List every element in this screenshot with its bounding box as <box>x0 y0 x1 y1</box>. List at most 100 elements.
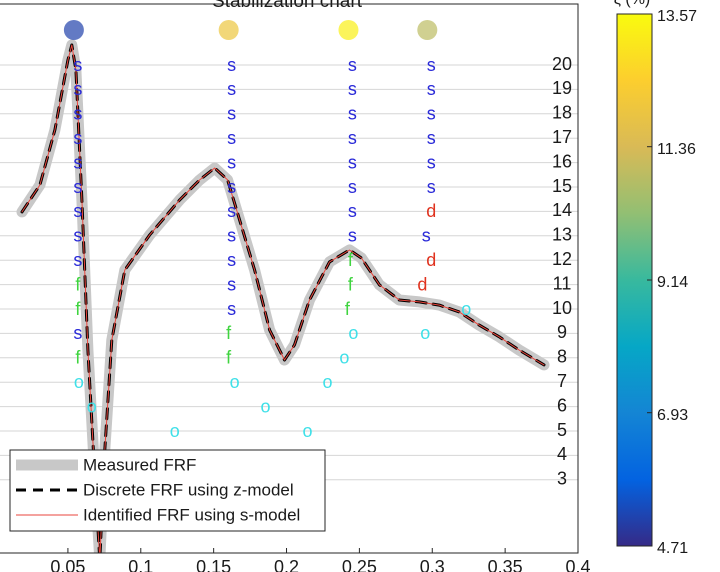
stability-marker: f <box>226 348 232 368</box>
stability-marker: s <box>73 79 82 99</box>
y-tick-label: 11 <box>553 273 572 293</box>
stability-marker: s <box>73 152 82 172</box>
pole-marker <box>338 20 359 40</box>
y-tick-label: 18 <box>552 103 572 123</box>
x-tick-label: 0.35 <box>488 557 523 572</box>
x-tick-label: 0.25 <box>342 557 377 572</box>
y-tick-label: 6 <box>557 395 567 415</box>
stability-marker: s <box>427 152 436 172</box>
stability-marker: s <box>227 177 236 197</box>
y-tick-label: 14 <box>552 200 572 220</box>
stability-marker: o <box>74 372 84 392</box>
y-tick-label: 16 <box>552 151 572 171</box>
y-tick-label: 3 <box>557 469 567 489</box>
legend-label: Measured FRF <box>83 455 196 474</box>
y-tick-label: 13 <box>552 225 572 245</box>
stability-marker: s <box>73 128 82 148</box>
stability-marker: s <box>73 201 82 221</box>
stability-marker: s <box>227 250 236 270</box>
y-tick-label: 4 <box>557 444 567 464</box>
x-tick-label: 0.1 <box>128 557 153 572</box>
stability-marker: s <box>348 226 357 246</box>
chart-title: Stabilization chart <box>212 0 363 12</box>
colorbar-tick-label: 9.14 <box>657 274 688 291</box>
stability-marker: s <box>422 226 431 246</box>
pole-marker <box>218 20 239 40</box>
stability-marker: s <box>227 79 236 99</box>
stability-marker: s <box>348 152 357 172</box>
x-tick-label: 0.4 <box>565 557 590 572</box>
stability-marker: s <box>227 55 236 75</box>
y-tick-label: 15 <box>552 176 572 196</box>
stability-marker: s <box>73 177 82 197</box>
stability-marker: s <box>227 128 236 148</box>
y-tick-label: 5 <box>557 420 567 440</box>
y-tick-label: 17 <box>552 127 572 147</box>
stability-marker: s <box>227 226 236 246</box>
stability-marker: f <box>226 323 232 343</box>
stability-marker: o <box>322 372 332 392</box>
stability-marker: s <box>348 201 357 221</box>
stability-marker: s <box>427 104 436 124</box>
stability-marker: s <box>73 55 82 75</box>
y-tick-label: 9 <box>557 322 567 342</box>
legend-label: Identified FRF using s-model <box>83 505 300 524</box>
colorbar <box>616 13 653 547</box>
stability-marker: d <box>426 201 436 221</box>
stability-marker: o <box>261 396 271 416</box>
colorbar-tick-label: 4.71 <box>657 540 688 557</box>
pole-marker <box>63 20 84 40</box>
stability-marker: s <box>73 104 82 124</box>
stability-marker: d <box>417 274 427 294</box>
stability-marker: s <box>73 250 82 270</box>
stability-marker: f <box>75 348 81 368</box>
stability-marker: s <box>427 79 436 99</box>
stability-marker: o <box>87 396 97 416</box>
stability-marker: s <box>427 177 436 197</box>
stability-marker: o <box>303 421 313 441</box>
stability-marker: s <box>73 226 82 246</box>
x-tick-label: 0.3 <box>420 557 445 572</box>
stability-marker: o <box>170 421 180 441</box>
pole-marker <box>417 20 438 40</box>
y-tick-label: 8 <box>557 347 567 367</box>
grid: 3 4 5 6 7 8 9 10 11 12 13 14 15 16 17 18 19 20 0.05 0.1 0.15… <box>0 54 591 572</box>
legend-label: Discrete FRF using z-model <box>83 480 294 499</box>
stability-marker: o <box>420 323 430 343</box>
stability-marker: f <box>75 299 81 319</box>
stability-marker: f <box>75 274 81 294</box>
stability-marker: d <box>426 250 436 270</box>
stability-marker: s <box>227 152 236 172</box>
stability-marker: s <box>348 128 357 148</box>
stability-marker: s <box>348 104 357 124</box>
stability-marker: o <box>348 323 358 343</box>
axes-frame <box>0 3 579 554</box>
frf-line <box>21 44 545 553</box>
y-tick-label: 12 <box>552 249 572 269</box>
stability-marker: s <box>227 201 236 221</box>
stability-marker: o <box>230 372 240 392</box>
stability-marker: f <box>345 299 351 319</box>
stability-marker: o <box>461 299 471 319</box>
colorbar-label: ξ (%) <box>614 0 651 8</box>
stability-marker: o <box>339 348 349 368</box>
y-tick-label: 7 <box>557 371 567 391</box>
x-tick-label: 0.2 <box>274 557 299 572</box>
stability-marker: s <box>227 299 236 319</box>
colorbar-tick-label: 11.36 <box>657 141 696 158</box>
stability-marker: s <box>348 55 357 75</box>
stability-marker: s <box>348 177 357 197</box>
stability-marker: s <box>427 55 436 75</box>
stability-marker: s <box>227 274 236 294</box>
stability-marker: s <box>227 104 236 124</box>
x-tick-label: 0.15 <box>196 557 231 572</box>
legend: Measured FRF Discrete FRF using z-model Id… <box>9 449 326 532</box>
stability-marker: s <box>427 128 436 148</box>
stability-marker: s <box>348 79 357 99</box>
curves <box>16 39 550 553</box>
colorbar-tick-label: 13.57 <box>657 8 697 25</box>
x-tick-label: 0.05 <box>50 557 85 572</box>
colorbar-tick-label: 6.93 <box>657 407 688 424</box>
